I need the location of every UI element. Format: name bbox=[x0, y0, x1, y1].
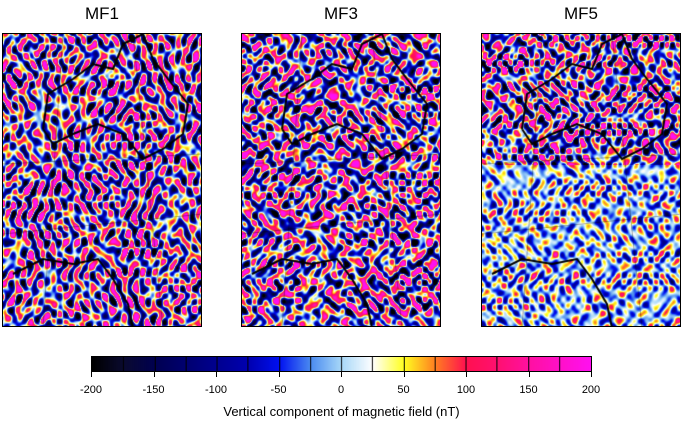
colorbar-tick-label: -150 bbox=[142, 384, 165, 396]
colorbar-tick-label: -100 bbox=[204, 384, 228, 396]
colorbar-tick-label: -50 bbox=[270, 384, 287, 396]
colorbar-tick bbox=[216, 372, 217, 377]
colorbar-tick bbox=[591, 372, 592, 377]
colorbar-tick-label: 150 bbox=[519, 384, 538, 396]
colorbar-tick bbox=[278, 372, 280, 377]
colorbar-tick bbox=[528, 372, 530, 377]
colorbar-tick bbox=[341, 372, 342, 377]
colorbar-tick-label: 50 bbox=[397, 384, 410, 396]
title-mf5: MF5 bbox=[564, 4, 598, 23]
colorbar-tick-label: 200 bbox=[581, 384, 601, 396]
colorbar-tick-label: 100 bbox=[456, 384, 476, 396]
title-mf1: MF1 bbox=[85, 4, 119, 23]
colorbar-tick bbox=[91, 372, 92, 377]
colorbar-label: Vertical component of magnetic field (nT… bbox=[223, 404, 460, 419]
colorbar-tick-label: 0 bbox=[337, 384, 345, 396]
colorbar-tick bbox=[153, 372, 155, 377]
colorbar-tick-label: -200 bbox=[79, 384, 103, 396]
title-mf3: MF3 bbox=[324, 4, 358, 23]
map-panel-mf1 bbox=[2, 33, 202, 327]
colorbar bbox=[91, 356, 592, 372]
colorbar-tick bbox=[403, 372, 405, 377]
map-panel-mf5 bbox=[481, 33, 681, 327]
colorbar-tick bbox=[466, 372, 467, 377]
map-panel-mf3 bbox=[241, 33, 441, 327]
